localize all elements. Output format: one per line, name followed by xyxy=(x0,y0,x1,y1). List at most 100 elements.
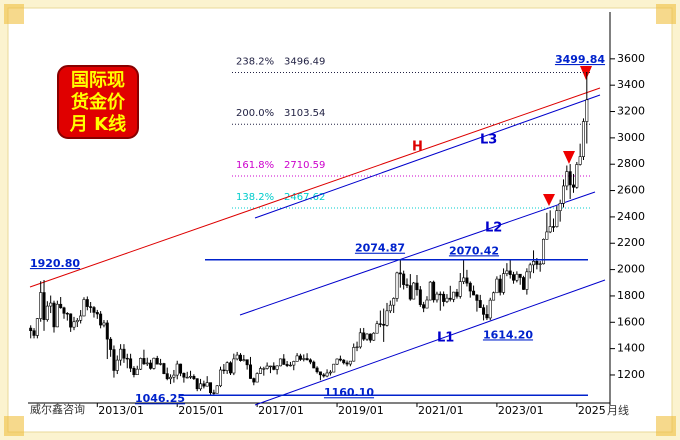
candle-body xyxy=(92,307,96,313)
candle-body xyxy=(42,292,46,320)
candle-body xyxy=(225,362,229,371)
x-tick-label: 2021/01 xyxy=(418,404,464,417)
candle-body xyxy=(182,372,186,378)
badge-box xyxy=(57,65,139,139)
candle-body xyxy=(79,315,83,321)
price-label: 1160.10 xyxy=(324,386,374,399)
y-tick-label: 3600 xyxy=(617,52,645,65)
candle-body xyxy=(282,358,286,365)
candle-body xyxy=(112,349,116,371)
candle-body xyxy=(69,313,73,328)
candle-body xyxy=(398,272,402,275)
candle-body xyxy=(265,365,269,369)
candle-body xyxy=(338,358,342,361)
candle-body xyxy=(515,273,519,281)
candle-body xyxy=(238,354,242,361)
candle-body xyxy=(568,171,572,186)
fib-label: 238.2% xyxy=(236,56,274,67)
fib-value: 2710.59 xyxy=(284,160,325,171)
candle-body xyxy=(312,361,316,369)
candle-body xyxy=(202,383,206,387)
candle-body xyxy=(362,332,366,340)
candle-body xyxy=(55,303,59,328)
candle-body xyxy=(65,313,69,315)
candle-body xyxy=(242,359,246,361)
candle-body xyxy=(428,281,432,301)
candle-body xyxy=(199,383,203,390)
y-tick-label: 1600 xyxy=(617,315,645,328)
fib-label: 200.0% xyxy=(236,108,274,119)
corner-ornament xyxy=(656,416,676,436)
candle-body xyxy=(268,365,272,368)
candle-body xyxy=(412,282,416,300)
price-label: 1046.25 xyxy=(135,392,185,405)
price-label: 2074.87 xyxy=(355,242,405,255)
candle-body xyxy=(85,299,89,307)
candle-body xyxy=(159,363,163,365)
candle-body xyxy=(535,260,539,265)
candle-body xyxy=(258,368,262,374)
candle-body xyxy=(342,359,346,364)
fib-label: 138.2% xyxy=(236,192,274,203)
y-tick-label: 3200 xyxy=(617,105,645,118)
candle-body xyxy=(52,302,56,328)
candle-body xyxy=(215,385,219,394)
candle-body xyxy=(219,369,223,387)
candle-body xyxy=(35,318,39,336)
candle-body xyxy=(285,364,289,366)
candle-body xyxy=(328,371,332,374)
candle-body xyxy=(45,305,49,320)
candle-body xyxy=(408,285,412,300)
corner-ornament xyxy=(4,4,24,24)
x-tick-label: 2013/01 xyxy=(98,404,144,417)
x-unit: 月线 xyxy=(607,403,629,417)
arrow xyxy=(563,151,575,164)
candle-body xyxy=(452,291,456,300)
candle-body xyxy=(522,277,526,290)
candle-body xyxy=(82,299,86,317)
candle-body xyxy=(272,365,276,370)
candle-body xyxy=(318,371,322,376)
candle-body xyxy=(418,289,422,305)
candle-body xyxy=(348,360,352,365)
candle-body xyxy=(132,367,136,376)
candle-body xyxy=(571,184,575,188)
candle-body xyxy=(532,260,536,266)
candle-body xyxy=(458,281,462,297)
candle-body xyxy=(518,273,522,278)
candle-body xyxy=(165,373,169,380)
candle-body xyxy=(232,358,236,374)
x-tick-label: 2025 xyxy=(578,404,606,417)
candle-body xyxy=(305,358,309,361)
arrow xyxy=(580,66,592,80)
candle-body xyxy=(109,338,113,350)
candle-body xyxy=(561,185,565,204)
candle-body xyxy=(255,373,259,383)
candle-body xyxy=(149,362,153,369)
candle-body xyxy=(75,320,79,323)
candle-body xyxy=(72,321,76,328)
y-tick-label: 1200 xyxy=(617,368,645,381)
candle-body xyxy=(325,372,329,377)
candle-body xyxy=(365,333,369,340)
candle-body xyxy=(355,346,359,349)
candle-body xyxy=(485,314,489,319)
candle-body xyxy=(302,358,306,360)
candle-body xyxy=(435,293,439,301)
trendline-label: H xyxy=(412,140,423,155)
candle-body xyxy=(322,374,326,377)
candle-body xyxy=(119,348,123,361)
candle-body xyxy=(292,361,296,366)
y-tick-label: 2800 xyxy=(617,157,645,170)
candle-body xyxy=(89,306,93,308)
candle-body xyxy=(262,368,266,370)
candle-body xyxy=(125,357,129,360)
candle-body xyxy=(548,226,552,233)
candle-body xyxy=(528,264,532,273)
y-tick-label: 3000 xyxy=(617,131,645,144)
candle-body xyxy=(222,369,226,372)
y-tick-label: 2000 xyxy=(617,263,645,276)
corner-ornament xyxy=(4,416,24,436)
candle-body xyxy=(295,355,299,362)
